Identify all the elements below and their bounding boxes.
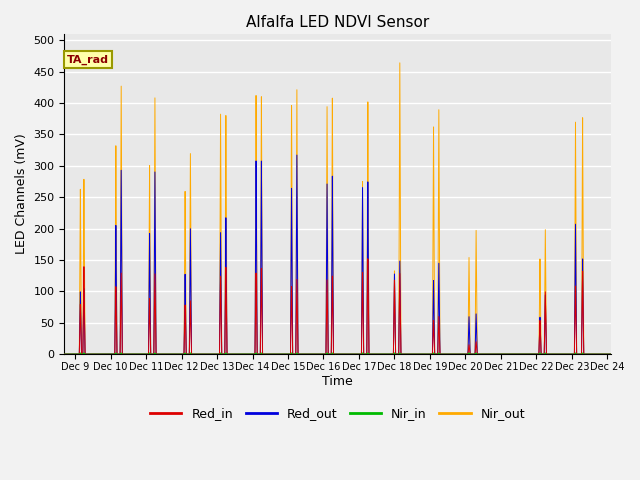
X-axis label: Time: Time [323,374,353,387]
Y-axis label: LED Channels (mV): LED Channels (mV) [15,133,28,254]
Title: Alfalfa LED NDVI Sensor: Alfalfa LED NDVI Sensor [246,15,429,30]
Text: TA_rad: TA_rad [67,55,109,65]
Legend: Red_in, Red_out, Nir_in, Nir_out: Red_in, Red_out, Nir_in, Nir_out [145,402,530,425]
